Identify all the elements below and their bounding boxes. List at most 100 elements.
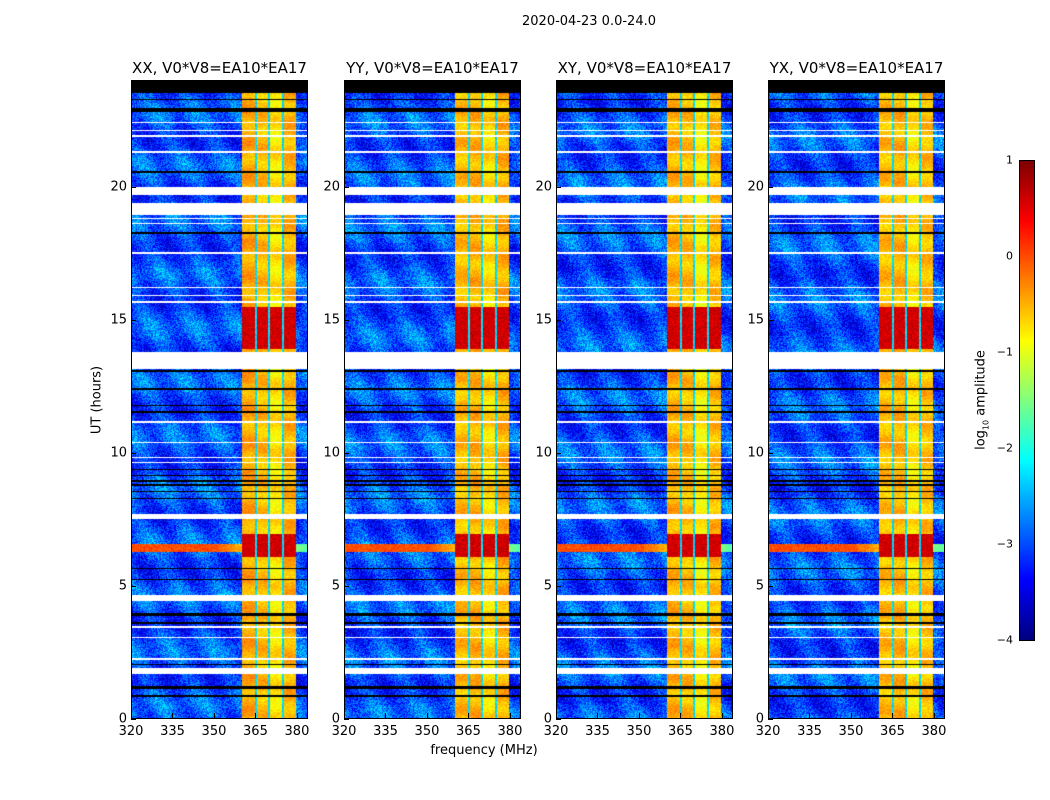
y-tick-label: 20 [535,179,552,194]
x-tick-mark [597,713,599,718]
y-tick-mark [344,719,349,720]
y-tick-label: 5 [543,578,552,594]
y-tick-mark [768,719,773,720]
x-tick-label: 320 [118,724,144,739]
y-tick-mark [556,186,561,188]
waterfall-panel [131,80,308,719]
x-tick-mark [213,713,215,718]
y-tick-label: 5 [118,578,127,594]
y-tick-label: 20 [110,179,127,194]
x-tick-mark [385,713,387,718]
x-tick-mark [255,713,257,718]
y-tick-label: 20 [747,179,764,194]
x-tick-label: 335 [585,724,610,739]
y-tick-label: 15 [535,312,552,328]
x-tick-mark [426,713,428,718]
x-tick-mark [809,713,811,718]
y-tick-label: 10 [535,445,552,461]
y-tick-mark [344,452,349,454]
colorbar-tick-label: −3 [996,537,1013,551]
panel-title: XX, V0*V8=EA10*EA17 [132,59,307,77]
x-tick-mark [509,713,511,718]
y-tick-mark [344,585,349,587]
colorbar-label-log: log [973,430,989,450]
x-tick-label: 365 [668,724,693,739]
y-tick-label: 0 [543,711,552,727]
x-tick-label: 350 [838,724,864,739]
y-tick-label: 0 [755,711,764,727]
y-tick-mark [131,719,136,720]
x-tick-mark [768,713,769,718]
y-tick-mark [768,585,773,587]
x-tick-label: 365 [456,724,481,739]
x-axis-label: frequency (MHz) [430,743,538,758]
waterfall-panel [768,80,945,719]
y-tick-mark [768,452,773,454]
x-tick-mark [638,713,640,718]
x-tick-label: 380 [709,724,735,739]
y-tick-mark [768,186,773,188]
y-tick-label: 10 [110,445,127,461]
x-tick-mark [344,713,345,718]
colorbar-tick-label: 0 [1006,249,1013,263]
x-tick-label: 380 [497,724,523,739]
waterfall-heatmap [769,81,944,718]
y-tick-mark [131,186,136,188]
colorbar [1019,160,1035,641]
colorbar-gradient [1020,161,1034,640]
colorbar-tick-label: −4 [996,633,1013,647]
y-tick-label: 5 [331,578,340,594]
y-tick-label: 15 [747,312,764,328]
y-tick-label: 10 [323,445,340,461]
y-tick-mark [131,452,136,454]
x-tick-label: 320 [331,724,357,739]
colorbar-tick-label: 1 [1006,153,1013,167]
y-tick-mark [768,319,773,321]
x-tick-label: 335 [797,724,822,739]
x-tick-label: 380 [284,724,310,739]
y-tick-label: 0 [331,711,340,727]
waterfall-panel [556,80,733,719]
x-tick-label: 365 [243,724,268,739]
x-tick-label: 350 [201,724,227,739]
colorbar-tick-label: −1 [996,345,1013,359]
x-tick-label: 320 [543,724,569,739]
x-tick-label: 380 [921,724,947,739]
x-tick-mark [131,713,132,718]
x-tick-mark [680,713,682,718]
x-tick-label: 320 [755,724,781,739]
y-tick-mark [344,186,349,188]
y-tick-mark [556,719,561,720]
colorbar-tick-label: −2 [996,441,1013,455]
y-tick-label: 15 [323,312,340,328]
x-tick-mark [721,713,723,718]
x-tick-label: 350 [626,724,652,739]
x-tick-mark [933,713,935,718]
y-tick-label: 15 [110,312,127,328]
x-tick-mark [468,713,470,718]
y-tick-mark [344,319,349,321]
colorbar-label: log10 amplitude [974,350,991,450]
panel-title: YX, V0*V8=EA10*EA17 [769,59,944,77]
waterfall-panel [344,80,521,719]
colorbar-label-amplitude: amplitude [973,350,989,420]
waterfall-heatmap [557,81,732,718]
y-tick-mark [556,452,561,454]
y-axis-label: UT (hours) [89,365,105,435]
y-tick-label: 10 [747,445,764,461]
x-tick-mark [556,713,557,718]
y-tick-label: 20 [323,179,340,194]
x-tick-mark [296,713,298,718]
x-tick-mark [850,713,852,718]
panel-title: XY, V0*V8=EA10*EA17 [557,59,732,77]
x-tick-label: 335 [373,724,398,739]
y-tick-label: 0 [118,711,127,727]
y-tick-mark [131,585,136,587]
panel-title: YY, V0*V8=EA10*EA17 [346,59,519,77]
x-tick-label: 365 [880,724,905,739]
x-tick-mark [172,713,174,718]
x-tick-label: 335 [160,724,185,739]
y-tick-mark [556,319,561,321]
y-tick-mark [556,585,561,587]
x-tick-label: 350 [414,724,440,739]
